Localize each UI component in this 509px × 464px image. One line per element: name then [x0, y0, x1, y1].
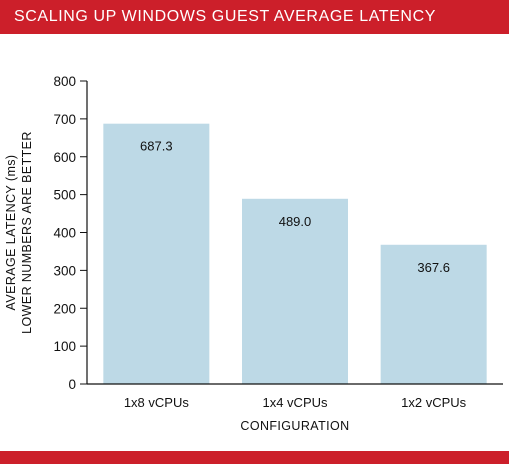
x-category-label: 1x4 vCPUs: [262, 395, 328, 410]
bar-value-label: 367.6: [417, 260, 450, 275]
y-axis-label: AVERAGE LATENCY (ms) LOWER NUMBERS ARE BE…: [4, 131, 34, 334]
title-bar: SCALING UP WINDOWS GUEST AVERAGE LATENCY: [0, 0, 509, 34]
y-axis-label-line: LOWER NUMBERS ARE BETTER: [20, 131, 34, 334]
x-axis-categories: 1x8 vCPUs 1x4 vCPUs 1x2 vCPUs: [124, 395, 467, 410]
y-tick-label: 200: [53, 301, 76, 316]
bar-value-label: 489.0: [279, 214, 312, 229]
y-tick-label: 500: [53, 188, 76, 203]
bar: [242, 198, 348, 384]
bar-value-label: 687.3: [140, 139, 173, 154]
axes: [86, 81, 503, 385]
x-category-label: 1x2 vCPUs: [401, 395, 467, 410]
x-category-label: 1x8 vCPUs: [124, 395, 190, 410]
y-axis-label-line: AVERAGE LATENCY (ms): [4, 155, 18, 311]
chart-title: SCALING UP WINDOWS GUEST AVERAGE LATENCY: [14, 8, 437, 25]
bar: [380, 244, 487, 384]
y-tick-label: 400: [53, 226, 76, 241]
y-tick-label: 800: [53, 74, 76, 89]
bar: [103, 123, 210, 385]
bars: 687.3 489.0 367.6: [103, 123, 487, 385]
y-tick-label: 600: [53, 150, 76, 165]
bar-chart: AVERAGE LATENCY (ms) LOWER NUMBERS ARE BE…: [4, 74, 503, 433]
y-tick-label: 0: [68, 377, 76, 392]
bottom-bar: [0, 451, 509, 464]
y-tick-label: 100: [53, 339, 76, 354]
y-tick-label: 700: [53, 112, 76, 127]
y-axis-ticks: 0 100 200 300 400 500 600 700 800: [53, 74, 87, 392]
y-tick-label: 300: [53, 263, 76, 278]
x-axis-label: CONFIGURATION: [240, 419, 349, 433]
